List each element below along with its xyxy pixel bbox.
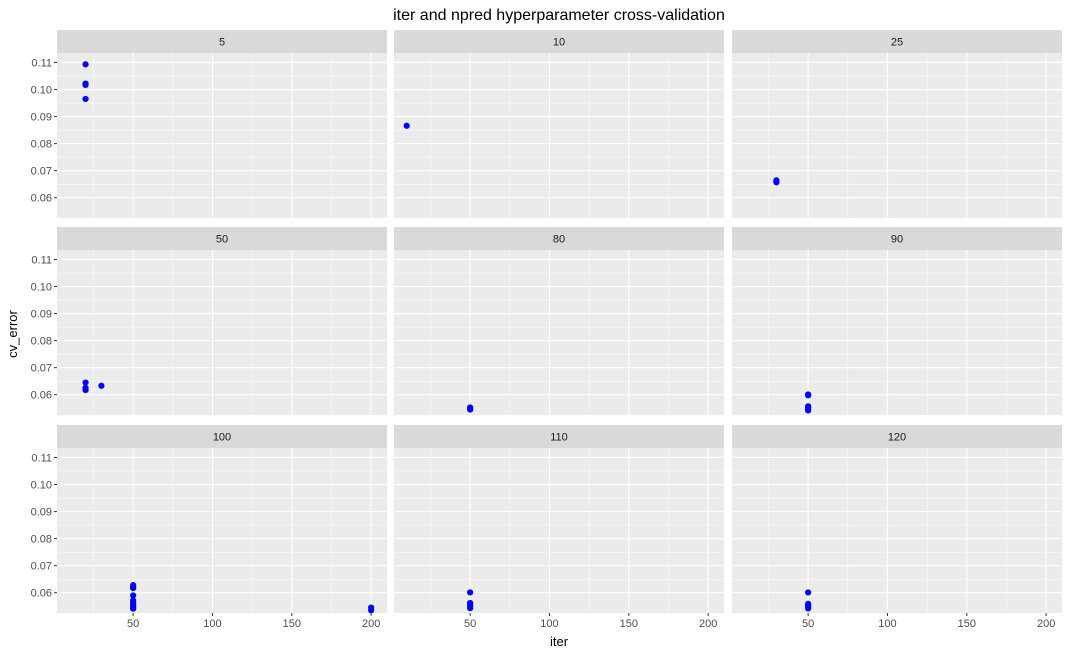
plot-panel — [57, 448, 387, 613]
facet-label: 50 — [216, 234, 228, 246]
x-tick-label: 100 — [203, 618, 221, 630]
x-tick-label: 100 — [878, 618, 896, 630]
facet-strip — [57, 30, 387, 53]
y-tick-label: 0.08 — [31, 138, 52, 150]
data-point — [130, 592, 137, 599]
data-point — [130, 585, 137, 592]
y-tick-label: 0.06 — [31, 390, 52, 402]
data-point — [82, 81, 89, 89]
facet-110: 110 50 100 150 200 — [394, 425, 724, 630]
facet-50: 50 0.06 0.07 0.08 0.09 0.10 0.11 — [31, 227, 387, 415]
facet-strip — [394, 227, 724, 250]
plot-panel — [732, 448, 1062, 613]
plot-panel — [394, 250, 724, 415]
facet-strip — [732, 30, 1062, 53]
facet-label: 10 — [553, 37, 565, 49]
x-tick-label: 200 — [362, 618, 380, 630]
y-tick-label: 0.06 — [31, 588, 52, 600]
plot-panel — [732, 250, 1062, 415]
y-tick-label: 0.08 — [31, 533, 52, 545]
x-tick-label: 50 — [464, 618, 476, 630]
y-tick-label: 0.10 — [31, 479, 52, 491]
data-point — [82, 379, 89, 386]
data-point — [805, 589, 812, 596]
y-tick-label: 0.10 — [31, 84, 52, 96]
plot-panel — [57, 250, 387, 415]
y-tick-label: 0.09 — [31, 308, 52, 320]
facet-label: 110 — [550, 432, 568, 444]
data-point — [773, 179, 780, 186]
facet-strip — [394, 30, 724, 53]
x-tick-label: 150 — [620, 618, 638, 630]
y-tick-label: 0.11 — [31, 57, 52, 69]
data-point — [805, 605, 812, 612]
facet-label: 80 — [553, 234, 565, 246]
y-tick-label: 0.07 — [31, 362, 52, 374]
data-point — [82, 387, 89, 394]
x-tick-label: 50 — [802, 618, 814, 630]
facet-strip — [57, 227, 387, 250]
plot-panel — [394, 448, 724, 613]
y-tick-label: 0.06 — [31, 193, 52, 205]
x-tick-label: 150 — [958, 618, 976, 630]
y-tick-label: 0.09 — [31, 111, 52, 123]
data-point — [368, 607, 375, 614]
data-point — [467, 406, 474, 413]
facet-panels: 5 0.06 0.07 0.08 0.09 0.10 0.11 10 25 50 0.06 0.07 0… — [31, 30, 1062, 630]
facet-80: 80 — [394, 227, 724, 415]
y-tick-label: 0.11 — [31, 254, 52, 266]
y-tick-label: 0.09 — [31, 506, 52, 518]
facet-strip — [732, 425, 1062, 448]
x-tick-label: 50 — [127, 618, 139, 630]
facet-10: 10 — [394, 30, 724, 218]
y-tick-label: 0.07 — [31, 560, 52, 572]
data-point — [467, 605, 474, 612]
data-point — [467, 589, 474, 596]
facet-label: 120 — [888, 432, 906, 444]
data-point — [82, 95, 89, 103]
y-axis-title: cv_error — [5, 309, 20, 357]
plot-panel — [394, 53, 724, 218]
y-tick-label: 0.08 — [31, 335, 52, 347]
facet-strip — [394, 425, 724, 448]
x-tick-label: 200 — [1037, 618, 1055, 630]
facet-label: 5 — [219, 37, 225, 49]
facet-120: 120 50 100 150 200 — [732, 425, 1062, 630]
data-point — [403, 122, 410, 129]
y-tick-label: 0.10 — [31, 281, 52, 293]
data-point — [98, 382, 105, 389]
x-tick-label: 150 — [283, 618, 301, 630]
data-point — [805, 407, 812, 414]
x-tick-label: 100 — [540, 618, 558, 630]
facet-5: 5 0.06 0.07 0.08 0.09 0.10 0.11 — [31, 30, 387, 218]
plot-panel — [732, 53, 1062, 218]
data-point — [82, 61, 89, 68]
plot-panel — [57, 53, 387, 218]
facet-label: 90 — [891, 234, 903, 246]
facet-90: 90 — [732, 227, 1062, 415]
facet-25: 25 — [732, 30, 1062, 218]
facet-strip — [57, 425, 387, 448]
facet-strip — [732, 227, 1062, 250]
chart-title: iter and npred hyperparameter cross-vali… — [393, 7, 725, 24]
data-point — [130, 605, 137, 612]
data-point — [805, 392, 812, 399]
y-tick-label: 0.07 — [31, 165, 52, 177]
x-tick-label: 200 — [699, 618, 717, 630]
x-axis-title: iter — [550, 634, 569, 649]
y-tick-label: 0.11 — [31, 452, 52, 464]
facet-label: 25 — [891, 37, 903, 49]
facet-100: 100 0.06 0.07 0.08 0.09 0.10 0.11 50 100 150 200 — [31, 425, 387, 630]
facet-label: 100 — [213, 432, 231, 444]
